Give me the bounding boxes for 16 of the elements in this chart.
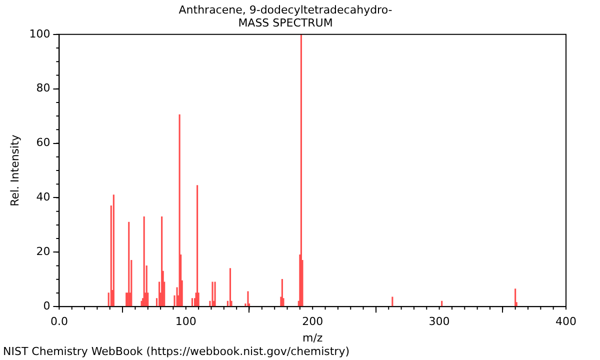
text: MASS SPECTRUM [238,16,333,30]
x-tick-label: 100 [175,315,196,328]
x-tick-label: 400 [556,315,576,328]
y-tick-label: 80 [36,82,50,95]
text: NIST Chemistry WebBook (https://webbook.nist.gov/chemistry) [3,345,350,358]
text: Anthracene, 9-dodecyltetradecahydro- [178,3,392,16]
y-tick-label: 0 [43,299,50,312]
x-tick-label: 200 [302,315,324,328]
y-tick-label: 40 [36,190,50,204]
y-tick-label: 100 [29,27,50,40]
y-axis-title: Rel. Intensity [8,134,22,206]
x-tick-label: 300 [428,315,450,328]
x-tick-label: 0.0 [50,315,68,328]
y-tick-label: 20 [36,245,50,258]
y-tick-label: 60 [36,136,50,150]
x-axis-title: m/z [302,331,323,344]
